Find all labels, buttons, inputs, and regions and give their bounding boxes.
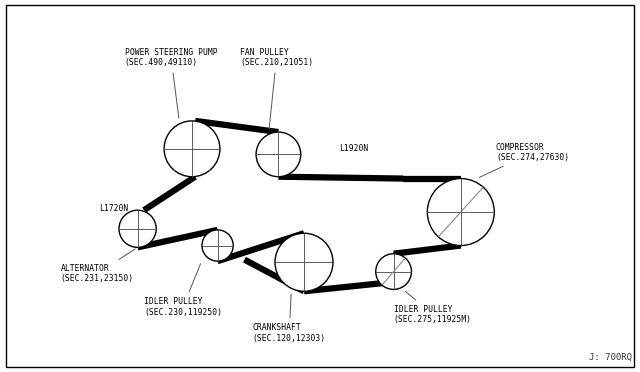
Circle shape: [119, 210, 156, 247]
Circle shape: [256, 132, 301, 177]
Text: IDLER PULLEY
(SEC.275,11925M): IDLER PULLEY (SEC.275,11925M): [394, 291, 472, 324]
Text: FAN PULLEY
(SEC.210,21051): FAN PULLEY (SEC.210,21051): [240, 48, 313, 129]
Circle shape: [164, 121, 220, 177]
Text: J: 700RQ: J: 700RQ: [589, 353, 632, 362]
Text: L1720N: L1720N: [99, 204, 129, 213]
Circle shape: [202, 230, 233, 261]
Circle shape: [376, 254, 412, 289]
Text: POWER STEERING PUMP
(SEC.490,49110): POWER STEERING PUMP (SEC.490,49110): [125, 48, 218, 118]
Circle shape: [428, 179, 494, 246]
Text: ALTERNATOR
(SEC.231,23150): ALTERNATOR (SEC.231,23150): [61, 249, 135, 283]
Circle shape: [275, 233, 333, 291]
Text: CRANKSHAFT
(SEC.120,12303): CRANKSHAFT (SEC.120,12303): [253, 294, 326, 343]
Text: L1920N: L1920N: [339, 144, 369, 153]
Text: COMPRESSOR
(SEC.274,27630): COMPRESSOR (SEC.274,27630): [479, 143, 569, 177]
Text: IDLER PULLEY
(SEC.230,119250): IDLER PULLEY (SEC.230,119250): [144, 264, 222, 317]
